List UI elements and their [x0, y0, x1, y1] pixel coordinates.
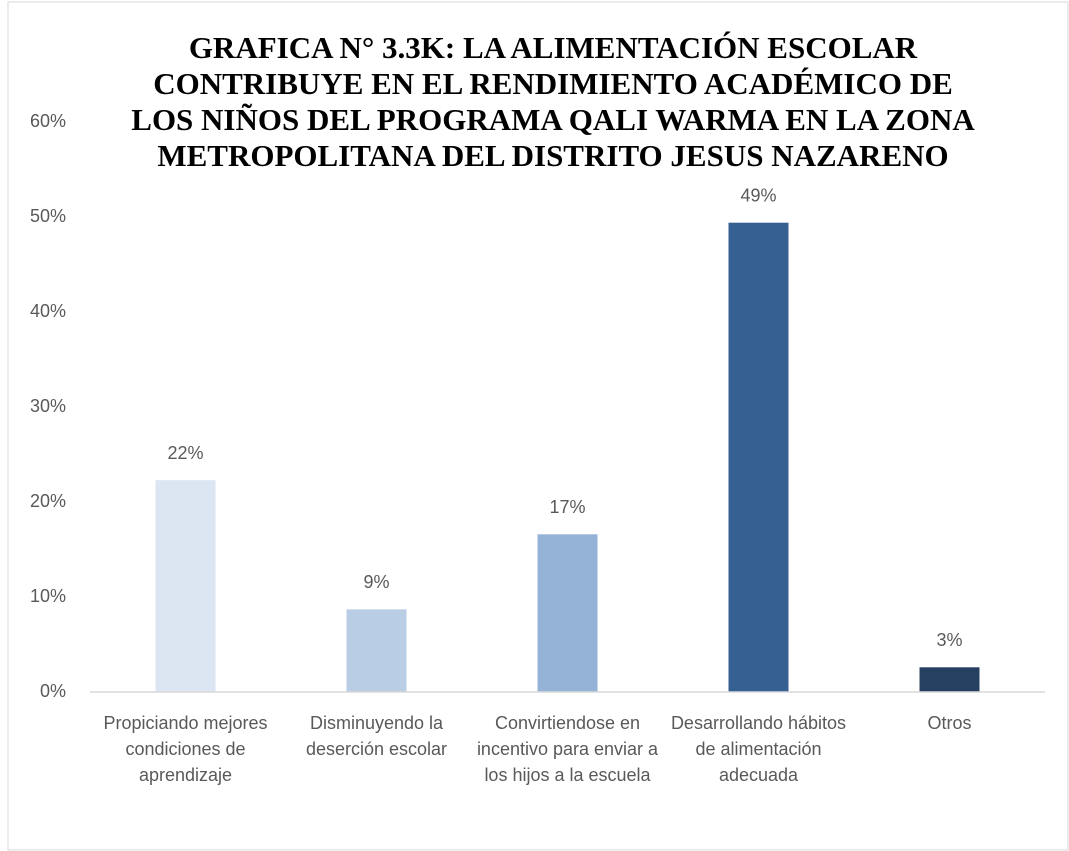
y-tick-label: 10%: [30, 586, 66, 606]
x-tick-label: Convirtiendose en incentivo para enviar …: [476, 713, 659, 785]
y-tick-label: 50%: [30, 206, 66, 226]
y-tick-label: 60%: [30, 111, 66, 131]
data-label: 49%: [740, 185, 776, 205]
bar: [537, 534, 598, 692]
y-tick-label: 0%: [40, 681, 66, 701]
data-label: 9%: [363, 572, 389, 592]
data-label: 3%: [936, 630, 962, 650]
y-tick-label: 40%: [30, 301, 66, 321]
bar: [155, 480, 216, 692]
x-tick-label: Otros: [927, 713, 972, 733]
x-tick-label: Disminuyendo la deserción escolar: [305, 713, 448, 759]
chart-frame: [7, 1, 1069, 851]
y-tick-label: 20%: [30, 491, 66, 511]
bar: [919, 667, 980, 692]
data-label: 17%: [549, 497, 585, 517]
y-tick-label: 30%: [30, 396, 66, 416]
x-tick-label: Desarrollando hábitos de alimentación ad…: [670, 713, 847, 785]
bar: [728, 222, 789, 692]
x-tick-label: Propiciando mejores condiciones de apren…: [103, 713, 268, 785]
bar: [346, 609, 407, 692]
chart-title: GRAFICA N° 3.3K: LA ALIMENTACIÓN ESCOLAR…: [131, 30, 975, 173]
data-label: 22%: [167, 443, 203, 463]
